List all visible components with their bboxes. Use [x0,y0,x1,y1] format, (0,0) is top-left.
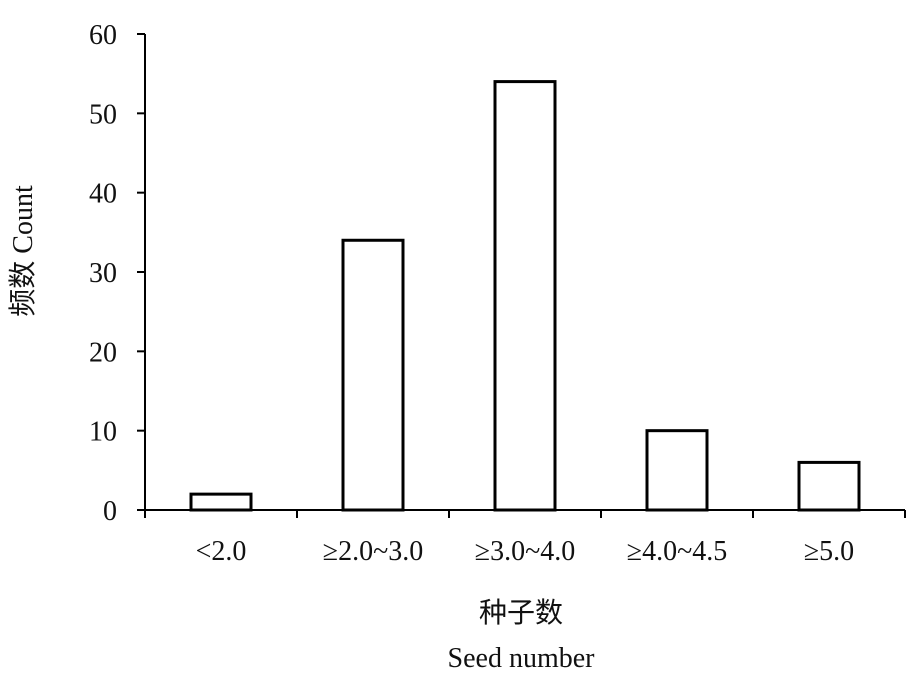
bar [341,238,405,512]
y-axis-title: 频数 Count [7,185,39,317]
x-tick-label: ≥4.0~4.5 [627,536,728,567]
x-axis-title-en: Seed number [448,643,596,674]
y-tick-label: 50 [89,99,117,130]
bar [645,429,709,512]
x-tick-label: ≥3.0~4.0 [475,536,576,567]
x-tick-label: ≥2.0~3.0 [323,536,424,567]
y-tick-label: 40 [89,179,117,210]
y-tick-label: 20 [89,337,117,368]
x-tick-label: <2.0 [196,536,247,567]
x-ticks-group [144,510,906,518]
y-tick-label: 60 [89,20,117,51]
bar [493,80,557,512]
bars-group [189,80,861,512]
y-tick-label: 0 [103,496,117,527]
y-ticks-group: 0 10 20 30 40 50 60 [89,20,145,527]
y-tick-label: 10 [89,417,117,448]
bar [189,492,253,512]
y-tick-label: 30 [89,258,117,289]
x-axis-title-cn: 种子数 [479,597,563,629]
x-labels-group: <2.0 ≥2.0~3.0 ≥3.0~4.0 ≥4.0~4.5 ≥5.0 [196,536,855,567]
x-tick-label: ≥5.0 [804,536,854,567]
bar [797,460,861,512]
